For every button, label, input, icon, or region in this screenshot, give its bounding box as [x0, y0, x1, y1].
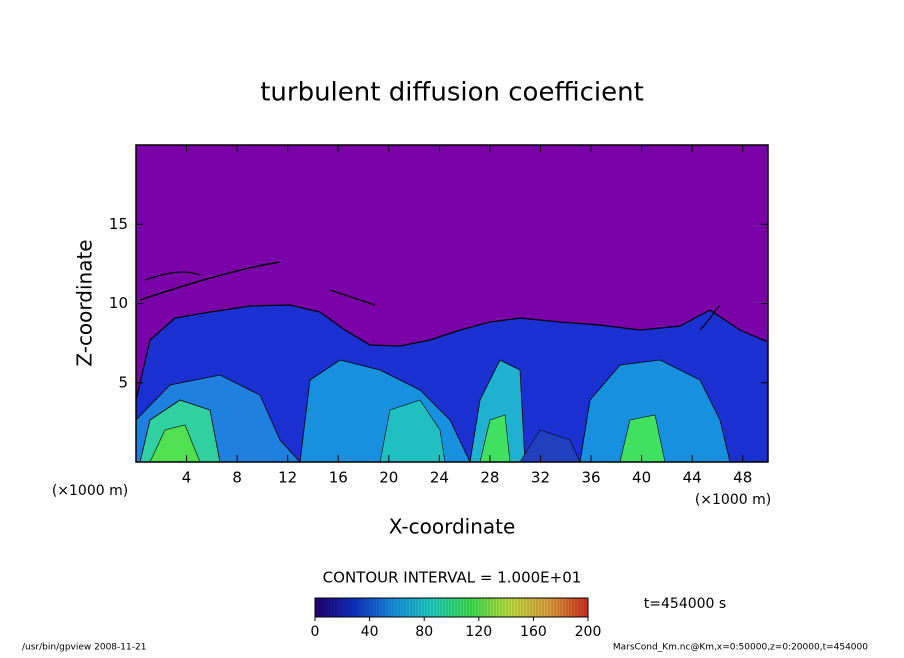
colorbar-tick-label: 0 [311, 624, 320, 640]
y-tick-label: 10 [109, 294, 128, 312]
x-tick-label: 16 [329, 469, 348, 487]
y-axis-label: Z-coordinate [73, 239, 97, 366]
x-tick-label: 48 [733, 469, 752, 487]
footer-left: /usr/bin/gpview 2008-11-21 [22, 643, 146, 653]
colorbar-tick-label: 160 [520, 624, 547, 640]
colorbar [314, 597, 589, 618]
x-tick-label: 4 [182, 469, 192, 487]
x-axis-label: X-coordinate [389, 515, 516, 539]
chart-title: turbulent diffusion coefficient [260, 78, 644, 108]
x-tick-label: 12 [278, 469, 297, 487]
x-tick-label: 40 [632, 469, 651, 487]
x-tick-label: 20 [379, 469, 398, 487]
footer-right: MarsCond_Km.nc@Km,x=0:50000,z=0:20000,t=… [613, 643, 868, 653]
colorbar-tick-label: 40 [361, 624, 379, 640]
x-tick-label: 24 [430, 469, 449, 487]
y-unit: (×1000 m) [52, 483, 128, 499]
x-unit: (×1000 m) [695, 492, 771, 508]
y-tick-label: 5 [118, 373, 128, 391]
colorbar-tick-label: 200 [575, 624, 602, 640]
x-tick-label: 8 [232, 469, 242, 487]
colorbar-tick-label: 80 [415, 624, 433, 640]
x-tick-label: 32 [531, 469, 550, 487]
colorbar-tick-label: 120 [465, 624, 492, 640]
y-tick-label: 15 [109, 215, 128, 233]
x-tick-label: 28 [480, 469, 499, 487]
time-label: t=454000 s [644, 596, 726, 612]
contour-interval: CONTOUR INTERVAL = 1.000E+01 [323, 569, 582, 587]
x-tick-label: 36 [581, 469, 600, 487]
contour-field [136, 145, 768, 462]
x-tick-label: 44 [683, 469, 702, 487]
